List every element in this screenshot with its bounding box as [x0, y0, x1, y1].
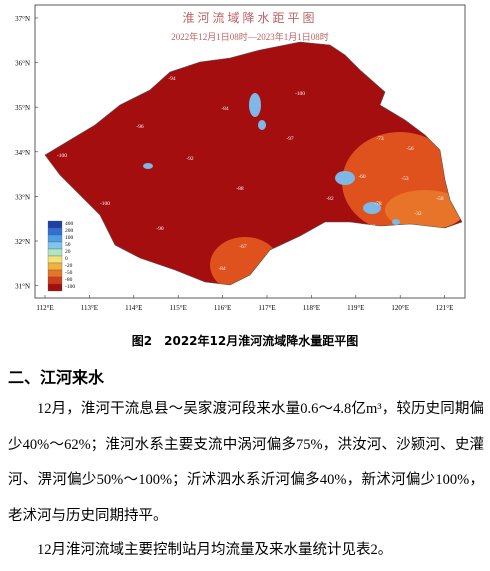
- legend-swatch: [47, 241, 63, 250]
- lon-tick-label: 114°E: [125, 304, 142, 312]
- station-label: -100: [57, 153, 67, 159]
- station-label: -60: [358, 174, 366, 180]
- legend-swatch: [47, 220, 63, 229]
- station-label: -78: [374, 201, 382, 207]
- section-heading: 二、江河来水: [8, 368, 105, 387]
- legend-label: 200: [65, 228, 74, 234]
- station-label: -97: [286, 136, 294, 142]
- legend-label: 50: [65, 242, 71, 248]
- legend-swatch: [47, 262, 63, 271]
- station-label: -90: [156, 226, 164, 232]
- legend-label: 0: [65, 256, 68, 262]
- anomaly-area: [385, 190, 462, 230]
- legend-label: -80: [65, 277, 73, 283]
- map-figure: 淮河流域降水距平图 2022年12月1日08时—2023年1月1日08时 37°…: [15, 4, 466, 312]
- legend-swatch: [47, 269, 63, 278]
- figure-caption: 图2 2022年12月淮河流域降水量距平图: [131, 334, 359, 348]
- station-label: -88: [236, 186, 244, 192]
- lon-tick-label: 120°E: [391, 304, 409, 312]
- legend-label: -100: [65, 284, 75, 290]
- station-label: -100: [365, 224, 375, 230]
- station-label: -82: [326, 196, 334, 202]
- map-subtitle: 2022年12月1日08时—2023年1月1日08时: [171, 31, 329, 42]
- station-label: -100: [295, 91, 305, 97]
- legend-swatch: [47, 283, 63, 292]
- station-label: -100: [100, 201, 110, 207]
- station-label: -67: [239, 244, 247, 250]
- station-label: -53: [401, 176, 409, 182]
- station-label: -84: [218, 266, 226, 272]
- station-label: -92: [186, 156, 194, 162]
- paragraph: 12月，淮河干流息县～吴家渡河段来水量0.6～4.8亿m³，较历史同期偏少40%…: [8, 401, 484, 524]
- lat-tick-label: 36°N: [15, 60, 30, 68]
- map-title: 淮河流域降水距平图: [182, 11, 317, 25]
- lon-tick-label: 119°E: [347, 304, 364, 312]
- lat-tick-label: 33°N: [15, 193, 30, 201]
- lon-tick-label: 115°E: [170, 304, 187, 312]
- station-label: -94: [168, 76, 176, 82]
- legend-swatch: [47, 227, 63, 236]
- legend-swatch: [47, 234, 63, 243]
- legend-swatch: [47, 255, 63, 264]
- legend-swatch: [47, 276, 63, 285]
- station-label: -56: [406, 146, 414, 152]
- station-label: -58: [436, 196, 444, 202]
- lon-tick-label: 113°E: [81, 304, 98, 312]
- legend-label: 20: [65, 249, 71, 255]
- lon-tick-label: 117°E: [258, 304, 275, 312]
- legend-label: 400: [65, 221, 74, 227]
- station-label: -73: [376, 136, 384, 142]
- station-label: -32: [414, 211, 422, 217]
- lat-tick-label: 31°N: [15, 283, 30, 291]
- lon-tick-label: 112°E: [36, 304, 53, 312]
- lat-tick-label: 34°N: [15, 149, 30, 157]
- lat-tick-label: 32°N: [15, 238, 30, 246]
- lon-tick-label: 116°E: [214, 304, 231, 312]
- lon-tick-label: 118°E: [303, 304, 320, 312]
- lat-tick-label: 35°N: [15, 104, 30, 112]
- station-label: -84: [221, 106, 229, 112]
- legend-label: -50: [65, 270, 73, 276]
- legend-label: -20: [65, 263, 73, 269]
- legend-label: 100: [65, 235, 74, 241]
- legend-swatch: [47, 248, 63, 257]
- paragraph: 12月淮河流域主要控制站月均流量及来水量统计见表2。: [37, 542, 393, 558]
- lakes: [143, 93, 400, 225]
- station-label: -96: [136, 124, 144, 130]
- lat-tick-label: 37°N: [15, 15, 30, 23]
- lon-tick-label: 121°E: [436, 304, 454, 312]
